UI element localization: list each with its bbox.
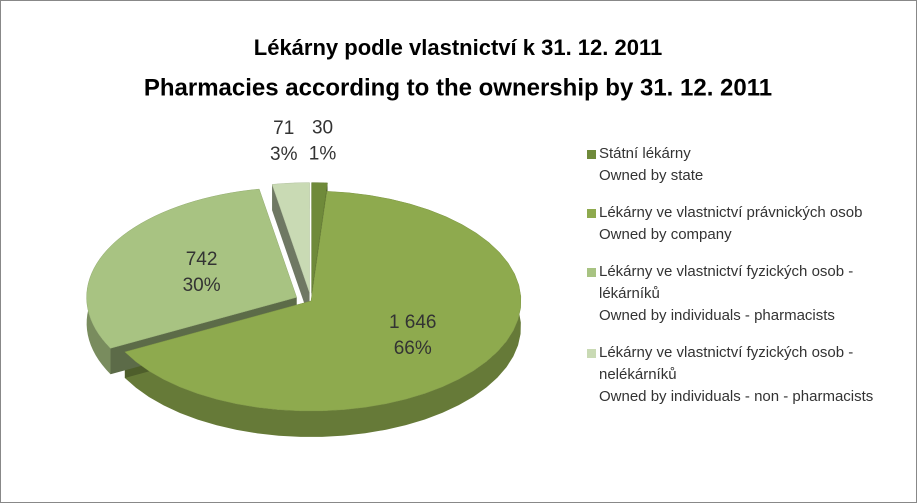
- chart-subtitle: Pharmacies according to the ownership by…: [144, 74, 772, 101]
- data-label: 30: [312, 118, 333, 139]
- legend-swatch: [587, 349, 596, 358]
- legend-label: Lékárny ve vlastnictví fyzických osob - …: [599, 344, 874, 405]
- slice-tops: [86, 182, 522, 412]
- data-label: 66%: [394, 338, 432, 359]
- data-label: 1 646: [389, 312, 437, 333]
- slice: [271, 182, 310, 293]
- data-label: 1%: [309, 144, 337, 165]
- legend-swatch: [587, 209, 596, 218]
- data-label: 3%: [270, 144, 298, 165]
- data-label: 742: [186, 249, 218, 270]
- slice: [311, 182, 328, 293]
- data-label: 71: [273, 118, 294, 139]
- legend-label: Lékárny ve vlastnictví fyzických osob - …: [599, 263, 854, 324]
- slice-side: [272, 184, 310, 319]
- legend-item: Lékárny ve vlastnictví právnických osob …: [587, 202, 907, 246]
- legend-item: Lékárny ve vlastnictví fyzických osob - …: [587, 342, 907, 408]
- legend-swatch: [587, 268, 596, 277]
- legend-label: Lékárny ve vlastnictví právnických osob …: [599, 204, 863, 243]
- legend-swatch: [587, 150, 596, 159]
- chart-title: Lékárny podle vlastnictví k 31. 12. 2011: [254, 35, 662, 60]
- data-label: 30%: [183, 275, 221, 296]
- legend-item: Státní lékárny Owned by state: [587, 143, 907, 187]
- legend: Státní lékárny Owned by state Lékárny ve …: [587, 143, 907, 423]
- slice: [86, 188, 297, 349]
- slice: [124, 191, 522, 412]
- legend-item: Lékárny ve vlastnictví fyzických osob - …: [587, 261, 907, 327]
- legend-label: Státní lékárny Owned by state: [599, 145, 704, 184]
